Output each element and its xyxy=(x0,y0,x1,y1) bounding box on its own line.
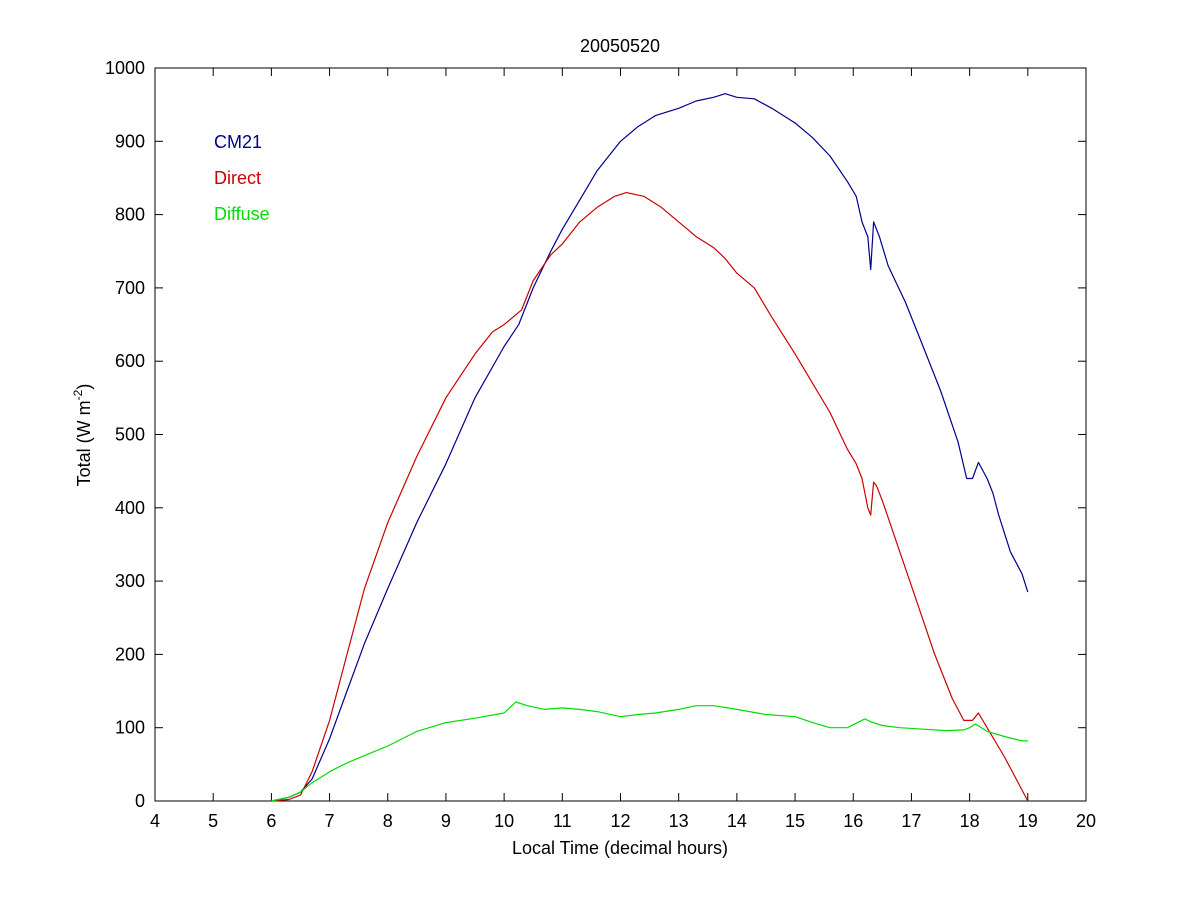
x-tick-label: 18 xyxy=(960,811,980,831)
y-tick-label: 400 xyxy=(115,498,145,518)
x-tick-label: 8 xyxy=(383,811,393,831)
y-tick-label: 1000 xyxy=(105,58,145,78)
x-tick-label: 11 xyxy=(553,811,572,831)
x-tick-label: 15 xyxy=(785,811,805,831)
y-axis-label-main: Total (W m xyxy=(74,400,94,486)
legend: CM21 Direct Diffuse xyxy=(214,132,270,224)
y-tick-label: 500 xyxy=(115,425,145,445)
y-tick-label: 600 xyxy=(115,351,145,371)
x-tick-label: 20 xyxy=(1076,811,1096,831)
x-tick-label: 5 xyxy=(208,811,218,831)
legend-entry-diffuse: Diffuse xyxy=(214,204,270,224)
legend-entry-direct: Direct xyxy=(214,168,261,188)
y-axis-label: Total (W m-2) xyxy=(71,384,94,487)
x-tick-label: 6 xyxy=(266,811,276,831)
x-tick-label: 7 xyxy=(325,811,335,831)
y-tick-label: 0 xyxy=(135,791,145,811)
chart-title: 20050520 xyxy=(580,36,660,56)
x-axis-label: Local Time (decimal hours) xyxy=(512,838,728,858)
x-tick-label: 16 xyxy=(843,811,863,831)
y-axis: 0 100 200 300 400 500 600 700 800 900 1000 xyxy=(105,58,1086,811)
y-tick-label: 100 xyxy=(115,718,145,738)
x-tick-label: 19 xyxy=(1018,811,1038,831)
legend-entry-cm21: CM21 xyxy=(214,132,262,152)
series-line-diffuse xyxy=(271,701,1028,802)
plot-area xyxy=(154,67,1087,802)
x-tick-label: 4 xyxy=(150,811,160,831)
x-tick-label: 9 xyxy=(441,811,451,831)
x-tick-label: 14 xyxy=(727,811,747,831)
series-line-cm21 xyxy=(271,93,1029,802)
series-line-direct xyxy=(271,192,1029,802)
y-tick-label: 800 xyxy=(115,205,145,225)
y-axis-label-superscript: -2 xyxy=(71,389,85,400)
y-tick-label: 700 xyxy=(115,278,145,298)
y-tick-label: 200 xyxy=(115,644,145,664)
y-tick-label: 300 xyxy=(115,571,145,591)
y-tick-label: 900 xyxy=(115,131,145,151)
y-axis-label-end: ) xyxy=(74,384,94,390)
x-tick-label: 13 xyxy=(669,811,689,831)
x-axis: 4 5 6 7 8 9 10 11 12 13 14 15 16 17 18 19 20 xyxy=(150,68,1096,831)
x-tick-label: 17 xyxy=(901,811,921,831)
x-tick-label: 12 xyxy=(610,811,630,831)
series-lines xyxy=(271,93,1029,802)
x-tick-label: 10 xyxy=(494,811,514,831)
